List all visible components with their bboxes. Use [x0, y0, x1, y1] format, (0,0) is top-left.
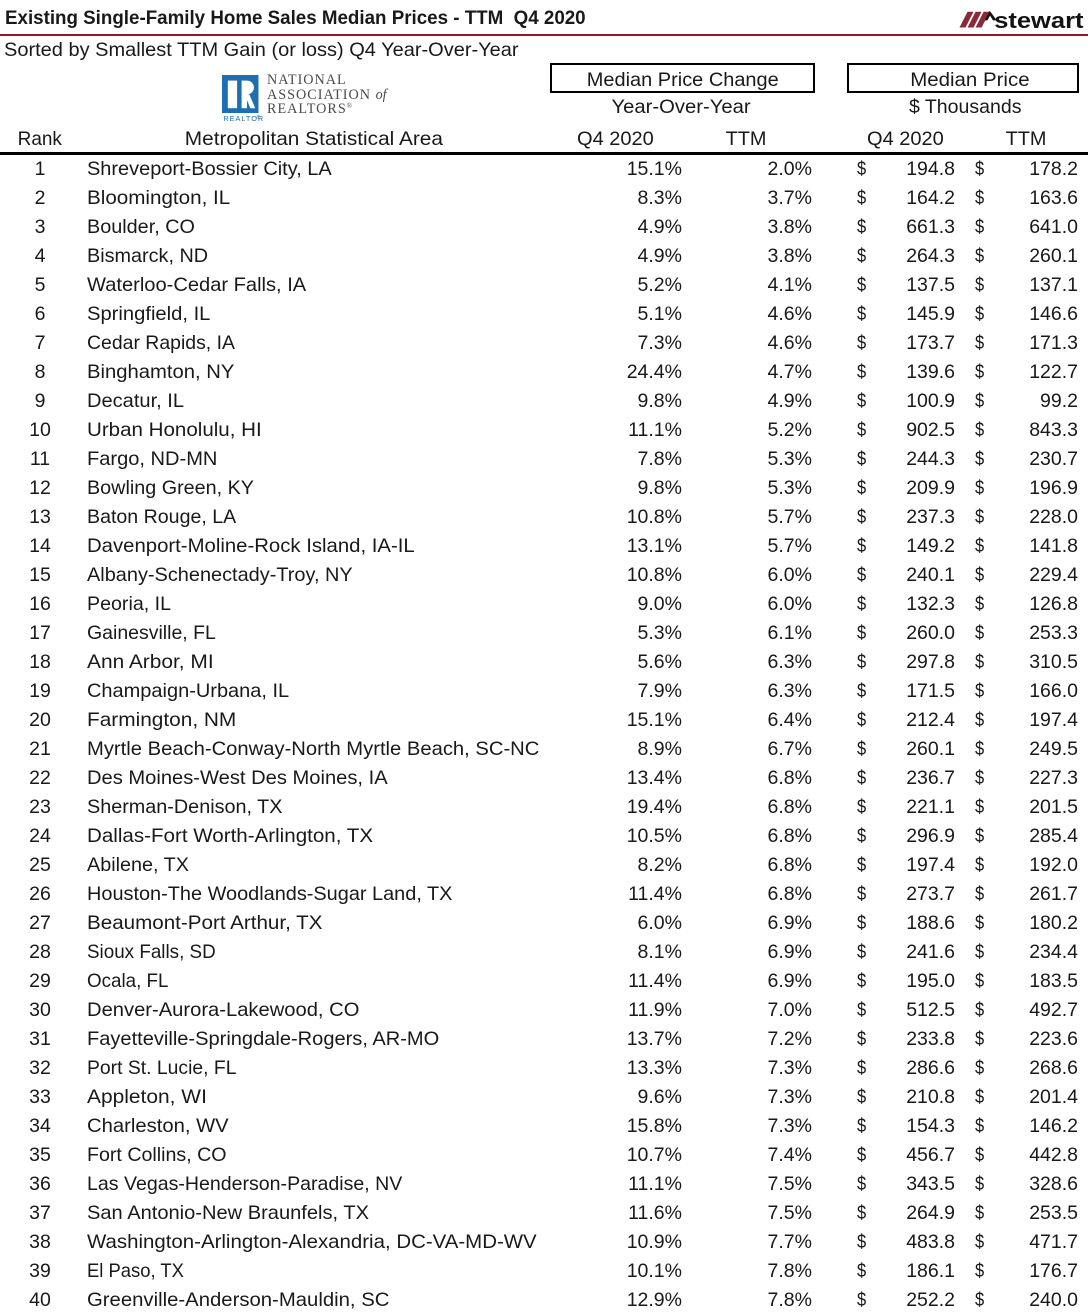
- svg-text:REALTOR: REALTOR: [223, 114, 264, 123]
- svg-text:®: ®: [257, 114, 261, 121]
- svg-text:stewart: stewart: [994, 9, 1083, 33]
